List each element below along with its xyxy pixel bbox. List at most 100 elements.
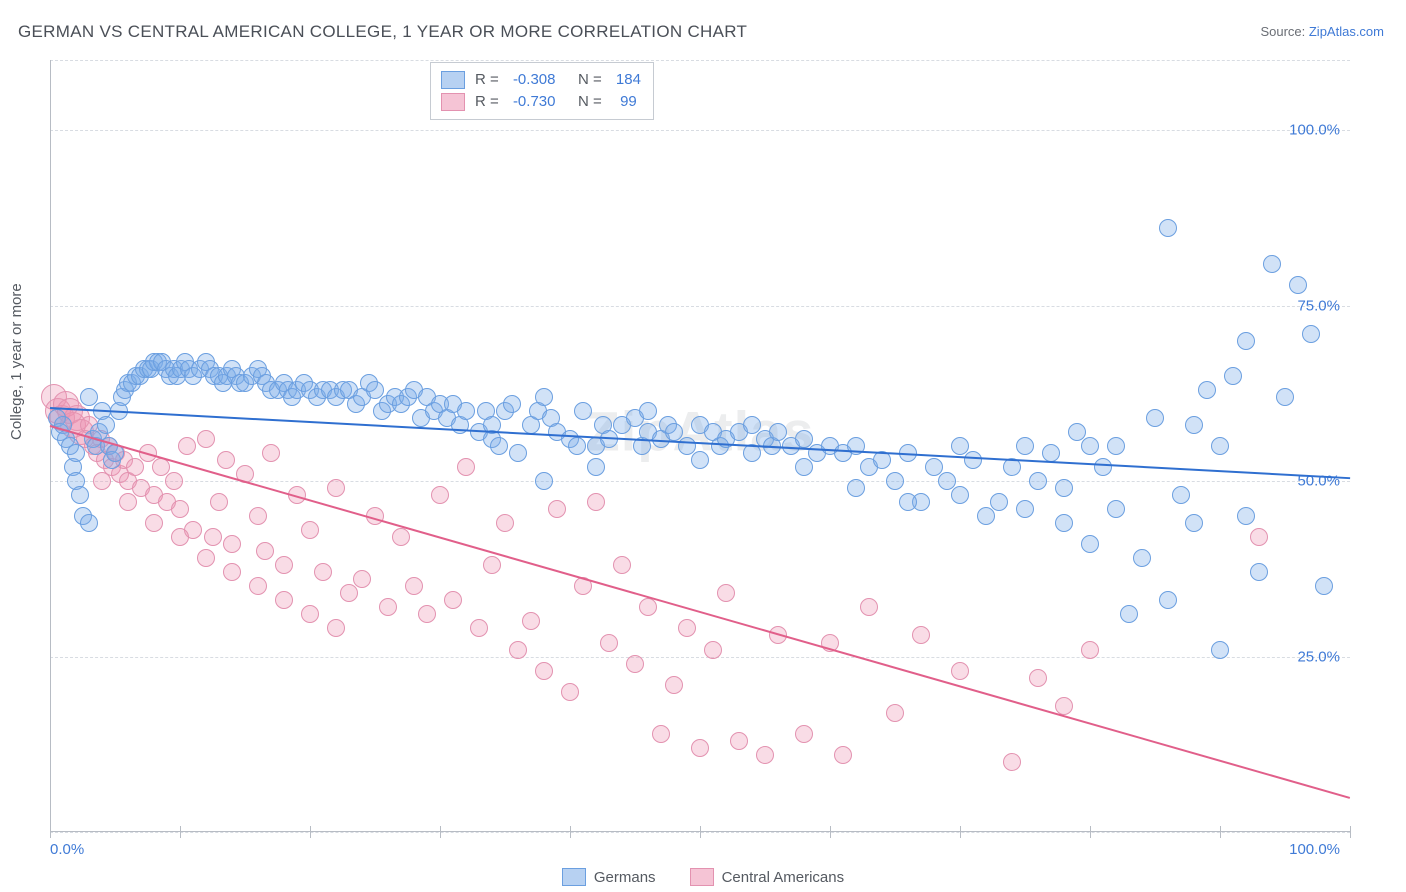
x-tick-label: 100.0% xyxy=(1289,841,1340,858)
data-point xyxy=(392,528,410,546)
x-tick-mark xyxy=(440,826,441,838)
legend-label: Germans xyxy=(594,869,656,886)
x-tick-mark xyxy=(700,826,701,838)
legend-label: Central Americans xyxy=(722,869,845,886)
grid-line xyxy=(50,130,1350,131)
y-axis-label: College, 1 year or more xyxy=(8,283,25,440)
x-tick-mark xyxy=(1350,826,1351,838)
data-point xyxy=(522,612,540,630)
data-point xyxy=(1003,753,1021,771)
data-point xyxy=(756,746,774,764)
grid-line xyxy=(50,306,1350,307)
data-point xyxy=(119,493,137,511)
data-point xyxy=(678,619,696,637)
data-point xyxy=(171,528,189,546)
data-point xyxy=(639,598,657,616)
data-point xyxy=(301,605,319,623)
data-point xyxy=(626,655,644,673)
data-point xyxy=(535,472,553,490)
stats-r-value: -0.308 xyxy=(513,69,556,91)
data-point xyxy=(275,591,293,609)
data-point xyxy=(71,486,89,504)
data-point xyxy=(165,472,183,490)
data-point xyxy=(457,402,475,420)
data-point xyxy=(847,479,865,497)
data-point xyxy=(80,514,98,532)
data-point xyxy=(509,641,527,659)
stats-r-value: -0.730 xyxy=(513,91,556,113)
source-link[interactable]: ZipAtlas.com xyxy=(1309,24,1384,39)
x-tick-mark xyxy=(960,826,961,838)
stats-label: N = xyxy=(565,91,605,113)
y-axis xyxy=(50,60,51,832)
swatch-icon xyxy=(441,71,465,89)
data-point xyxy=(743,416,761,434)
data-point xyxy=(126,458,144,476)
x-tick-mark xyxy=(310,826,311,838)
data-point xyxy=(327,479,345,497)
data-point xyxy=(197,430,215,448)
data-point xyxy=(1211,437,1229,455)
data-point xyxy=(314,563,332,581)
x-tick-mark xyxy=(1090,826,1091,838)
stats-n-value: 184 xyxy=(616,69,641,91)
data-point xyxy=(217,451,235,469)
data-point xyxy=(327,619,345,637)
data-point xyxy=(990,493,1008,511)
data-point xyxy=(639,402,657,420)
stats-label: R = xyxy=(475,69,503,91)
data-point xyxy=(197,549,215,567)
source-attribution: Source: ZipAtlas.com xyxy=(1260,24,1384,39)
data-point xyxy=(535,388,553,406)
data-point xyxy=(262,444,280,462)
x-tick-mark xyxy=(570,826,571,838)
data-point xyxy=(886,472,904,490)
data-point xyxy=(249,577,267,595)
data-point xyxy=(1172,486,1190,504)
data-point xyxy=(97,416,115,434)
data-point xyxy=(1016,437,1034,455)
data-point xyxy=(1029,669,1047,687)
data-point xyxy=(912,626,930,644)
data-point xyxy=(1185,514,1203,532)
data-point xyxy=(353,570,371,588)
data-point xyxy=(1159,591,1177,609)
swatch-icon xyxy=(441,93,465,111)
data-point xyxy=(1237,507,1255,525)
data-point xyxy=(1120,605,1138,623)
data-point xyxy=(1081,437,1099,455)
data-point xyxy=(483,556,501,574)
data-point xyxy=(795,725,813,743)
data-point xyxy=(171,500,189,518)
source-prefix: Source: xyxy=(1260,24,1308,39)
data-point xyxy=(568,437,586,455)
data-point xyxy=(951,662,969,680)
y-tick-label: 25.0% xyxy=(1297,648,1340,665)
y-tick-label: 100.0% xyxy=(1289,122,1340,139)
stats-n-value: 99 xyxy=(616,91,637,113)
x-tick-label: 0.0% xyxy=(50,841,84,858)
stats-label: N = xyxy=(565,69,605,91)
data-point xyxy=(496,514,514,532)
data-point xyxy=(444,591,462,609)
data-point xyxy=(509,444,527,462)
data-point xyxy=(301,521,319,539)
stats-row: R = -0.730 N = 99 xyxy=(441,91,641,113)
data-point xyxy=(1198,381,1216,399)
data-point xyxy=(145,514,163,532)
grid-line xyxy=(50,657,1350,658)
data-point xyxy=(1263,255,1281,273)
data-point xyxy=(964,451,982,469)
data-point xyxy=(1289,276,1307,294)
x-tick-mark xyxy=(830,826,831,838)
data-point xyxy=(1237,332,1255,350)
data-point xyxy=(860,598,878,616)
data-point xyxy=(574,402,592,420)
x-tick-mark xyxy=(1220,826,1221,838)
data-point xyxy=(717,584,735,602)
data-point xyxy=(204,528,222,546)
swatch-icon xyxy=(562,868,586,886)
data-point xyxy=(600,634,618,652)
data-point xyxy=(691,739,709,757)
data-point xyxy=(1211,641,1229,659)
